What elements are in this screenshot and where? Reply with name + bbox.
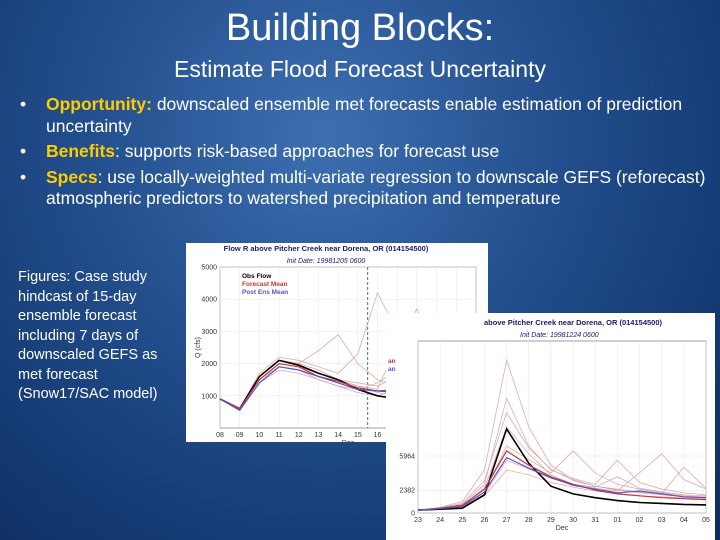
x-tick-label: 03 bbox=[658, 517, 666, 524]
y-tick-label: 5964 bbox=[399, 454, 415, 461]
x-tick-label: 01 bbox=[613, 517, 621, 524]
x-tick-label: 09 bbox=[236, 432, 244, 439]
plot-frame bbox=[417, 340, 707, 514]
series-line-ensemble-member bbox=[417, 459, 707, 511]
series-line-ensemble-member bbox=[417, 445, 707, 511]
x-tick-label: 11 bbox=[275, 432, 282, 439]
y-tick-label: 4000 bbox=[201, 297, 217, 304]
chart-title: above Pitcher Creek near Dorena, OR (014… bbox=[484, 318, 663, 327]
x-axis-label: Dec bbox=[342, 440, 355, 442]
x-tick-label: 26 bbox=[481, 517, 489, 524]
legend-entry: an bbox=[388, 358, 396, 365]
y-tick-label: 5000 bbox=[201, 265, 217, 272]
x-tick-label: 24 bbox=[436, 517, 444, 524]
x-tick-label: 28 bbox=[525, 517, 533, 524]
bullet-opportunity: • Opportunity: downscaled ensemble met fo… bbox=[18, 94, 708, 137]
series-line-post bbox=[417, 456, 707, 511]
x-tick-label: 04 bbox=[680, 517, 688, 524]
x-tick-label: 05 bbox=[702, 517, 710, 524]
x-tick-label: 02 bbox=[636, 517, 644, 524]
bullet-keyword: Benefits bbox=[46, 141, 116, 161]
x-tick-label: 08 bbox=[216, 432, 224, 439]
y-tick-label: 2000 bbox=[201, 361, 217, 368]
x-tick-label: 13 bbox=[315, 432, 323, 439]
bullet-list: • Opportunity: downscaled ensemble met fo… bbox=[18, 94, 708, 214]
legend-entry: Forecast Mean bbox=[242, 281, 288, 288]
y-tick-label: 3000 bbox=[201, 329, 217, 336]
x-tick-label: 30 bbox=[569, 517, 577, 524]
legend-entry: Obs Flow bbox=[242, 273, 272, 280]
y-tick-label: 0 bbox=[411, 511, 415, 518]
legend-entry: an bbox=[388, 366, 396, 373]
bullet-benefits: • Benefits: supports risk-based approache… bbox=[18, 141, 708, 163]
x-tick-label: 25 bbox=[458, 517, 466, 524]
y-tick-label: 1000 bbox=[201, 393, 217, 400]
bullet-specs: • Specs: use locally-weighted multi-varia… bbox=[18, 167, 708, 210]
x-tick-label: 29 bbox=[547, 517, 555, 524]
bullet-marker: • bbox=[20, 141, 27, 161]
chart-subtitle: Init Date: 19981224 0600 bbox=[520, 332, 599, 339]
bullet-marker: • bbox=[20, 94, 27, 114]
series-line-obs bbox=[417, 427, 707, 511]
x-tick-label: 27 bbox=[503, 517, 511, 524]
bullet-marker: • bbox=[20, 166, 27, 187]
x-tick-label: 15 bbox=[354, 432, 362, 439]
slide-subtitle: Estimate Flood Forecast Uncertainty bbox=[174, 56, 546, 82]
series-line-mean bbox=[417, 450, 707, 511]
x-tick-label: 10 bbox=[255, 432, 263, 439]
series-line-ensemble-member bbox=[417, 411, 707, 511]
bullet-text: : use locally-weighted multi-variate reg… bbox=[46, 166, 706, 209]
figure-caption: Figures: Case study hindcast of 15-day e… bbox=[18, 269, 158, 402]
legend-entry: Post Ens Mean bbox=[242, 289, 288, 296]
bullet-text: downscaled ensemble met forecasts enable… bbox=[46, 94, 683, 136]
slide-title: Building Blocks: bbox=[225, 7, 495, 49]
y-axis-label: Q (cfs) bbox=[195, 337, 202, 358]
x-tick-label: 16 bbox=[374, 432, 382, 439]
chart-2-svg: above Pitcher Creek near Dorena, OR (014… bbox=[388, 318, 710, 532]
x-tick-label: 14 bbox=[334, 432, 342, 439]
bullet-keyword: Opportunity: bbox=[46, 94, 152, 114]
series-line-ensemble-member bbox=[417, 358, 707, 511]
x-tick-label: 12 bbox=[295, 432, 303, 439]
hindcast-chart-2: above Pitcher Creek near Dorena, OR (014… bbox=[386, 313, 715, 540]
chart-title: Flow R above Pitcher Creek near Dorena, … bbox=[224, 244, 429, 253]
series-line-ensemble-member bbox=[417, 397, 707, 511]
bullet-keyword: Specs bbox=[46, 166, 98, 187]
x-tick-label: 31 bbox=[591, 517, 599, 524]
chart-subtitle: Init Date: 19981205 0600 bbox=[287, 258, 366, 265]
bullet-text: : supports risk-based approaches for for… bbox=[115, 141, 500, 161]
x-tick-label: 23 bbox=[414, 517, 422, 524]
x-axis-label: Dec bbox=[556, 525, 569, 532]
y-tick-label: 2382 bbox=[399, 488, 415, 495]
